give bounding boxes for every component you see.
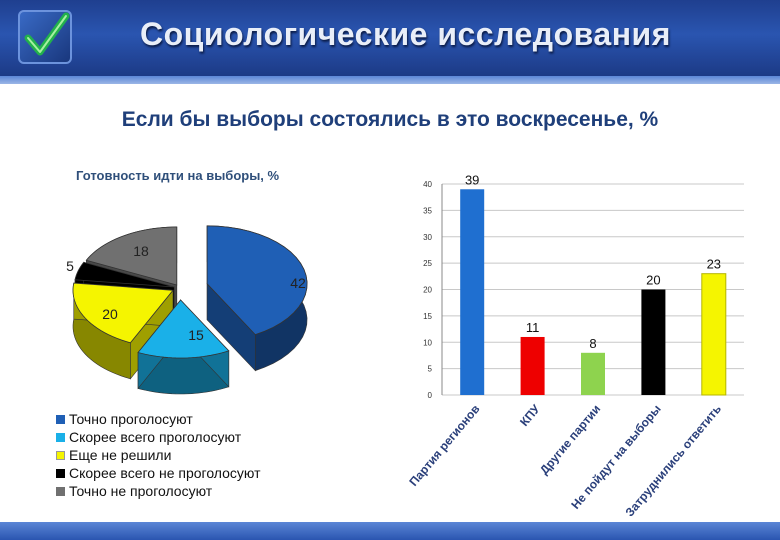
y-tick-label: 20	[423, 286, 432, 295]
pie-data-label: 18	[133, 243, 149, 259]
pie-data-label: 15	[188, 327, 204, 343]
y-tick-label: 35	[423, 206, 432, 215]
bar	[581, 352, 605, 395]
legend-item: Точно проголосуют	[56, 410, 261, 428]
y-tick-label: 30	[423, 233, 432, 242]
y-tick-label: 15	[423, 312, 432, 321]
pie-data-label: 20	[102, 306, 118, 322]
pie-title: Готовность идти на выборы, %	[76, 168, 280, 183]
legend-swatch	[56, 450, 65, 460]
bar-data-label: 8	[589, 336, 596, 351]
bar	[641, 289, 666, 395]
bar-data-label: 23	[707, 257, 721, 272]
bar	[520, 336, 545, 395]
pie-slice	[137, 299, 230, 395]
bar-chart: 0 5 10 15 20 25 30 35 40 39 Партия регионов 11 КПУ 8 Д…	[406, 172, 744, 519]
bar-data-label: 39	[465, 172, 479, 187]
page-title: Социологические исследования	[140, 16, 671, 52]
legend-label: Точно не проголосуют	[69, 483, 213, 499]
x-category-label: Другие партии	[537, 402, 603, 477]
pie-legend: Точно проголосуют Скорее всего проголосу…	[56, 410, 261, 500]
pie-chart: 42 15 20 5 18	[66, 225, 308, 395]
pie-data-label: 5	[66, 258, 74, 274]
legend-swatch	[56, 486, 65, 496]
x-category-label: КПУ	[517, 402, 543, 429]
legend-label: Скорее всего проголосуют	[69, 429, 242, 445]
legend-label: Точно проголосуют	[69, 411, 193, 427]
y-tick-label: 5	[428, 365, 433, 374]
legend-swatch	[56, 414, 65, 424]
bar	[460, 189, 485, 395]
y-tick-label: 40	[423, 180, 432, 189]
bar	[701, 273, 727, 396]
checkmark-icon	[24, 12, 70, 56]
bar-data-label: 11	[526, 320, 540, 335]
footer-bar	[0, 522, 780, 540]
checkmark-logo	[18, 10, 72, 64]
y-tick-label: 25	[423, 259, 432, 268]
header-stripe	[0, 76, 780, 84]
header-bar	[0, 0, 780, 76]
pie-slice	[206, 225, 308, 372]
legend-swatch	[56, 432, 65, 442]
x-category-label: Партия регионов	[406, 402, 482, 489]
chart-subtitle: Если бы выборы состоялись в это воскресе…	[121, 108, 659, 131]
legend-item: Точно не проголосуют	[56, 482, 261, 500]
legend-swatch	[56, 468, 65, 478]
y-tick-label: 10	[423, 338, 432, 347]
legend-label: Скорее всего не проголосуют	[69, 465, 261, 481]
pie-data-label: 42	[290, 275, 306, 291]
legend-item: Скорее всего проголосуют	[56, 428, 261, 446]
legend-item: Еще не решили	[56, 446, 261, 464]
bar-data-label: 20	[646, 273, 660, 288]
y-tick-label: 0	[428, 391, 433, 400]
legend-item: Скорее всего не проголосуют	[56, 464, 261, 482]
legend-label: Еще не решили	[69, 447, 172, 463]
